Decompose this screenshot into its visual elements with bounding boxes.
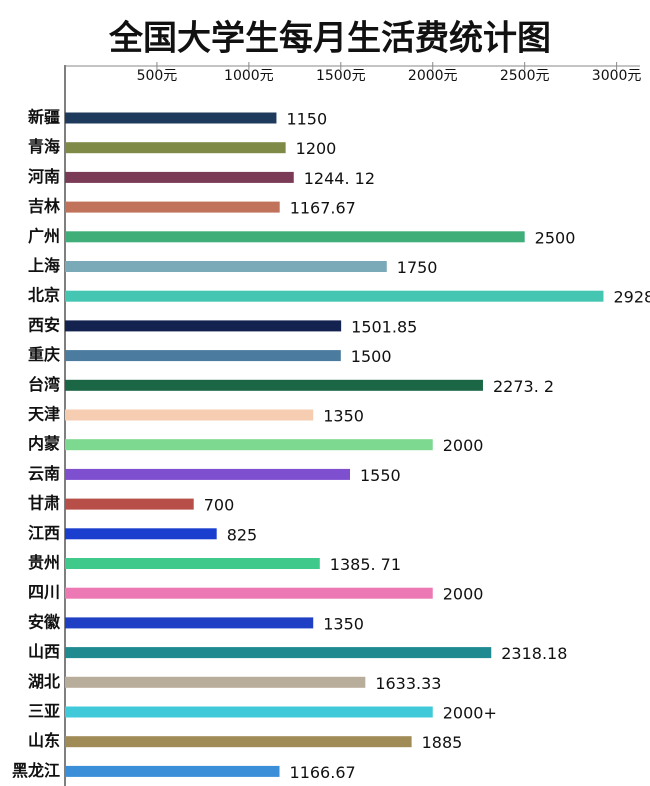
bar [65,765,280,777]
y-tick-label: 甘肃 [28,494,60,513]
value-label: 2000 [443,585,484,604]
x-tick-label: 2000元 [408,68,458,84]
bar [65,231,525,243]
bar [65,736,412,748]
y-tick-label: 湖北 [28,672,60,691]
value-label: 1150 [286,110,327,129]
y-tick-label: 北京 [28,286,60,305]
value-label: 1885 [422,733,463,752]
y-tick-label: 云南 [28,464,60,483]
y-tick-label: 河南 [28,167,60,186]
y-tick-label: 重庆 [28,345,60,364]
value-label: 1501.85 [351,317,417,336]
bar [65,350,341,362]
y-tick-label: 三亚 [28,702,60,721]
bar [65,647,492,659]
x-tick-label: 1000元 [224,68,274,84]
bar [65,558,320,569]
bar [65,706,433,718]
y-tick-label: 贵州 [28,553,60,572]
y-tick-label: 吉林 [28,197,60,216]
y-tick-label: 广州 [28,226,60,245]
bar [65,261,387,272]
x-tick-label: 3000元 [592,68,642,84]
value-label: 1385. 71 [330,555,401,574]
y-tick-label: 山西 [28,642,60,661]
value-label: 1550 [360,466,401,485]
bar [65,587,433,599]
y-tick-label: 内蒙 [28,434,60,453]
bar [65,498,194,510]
bar [65,171,294,183]
value-label: 1200 [296,139,337,158]
value-label: 1350 [323,407,364,426]
bar [65,676,366,688]
bar [65,320,342,332]
y-tick-label: 青海 [28,137,60,156]
value-label: 700 [204,496,235,515]
value-label: 1633.33 [375,674,441,693]
bar [65,142,286,154]
y-tick-label: 山东 [28,731,60,750]
value-label: 1167.67 [290,199,356,218]
value-label: 1750 [397,258,438,277]
y-tick-label: 天津 [28,405,60,424]
value-label: 2928. 5 [613,288,650,307]
x-tick-label: 500元 [137,68,178,84]
bar [65,468,350,480]
y-tick-label: 新疆 [28,108,60,127]
bar [65,528,217,540]
value-label: 2000 [443,436,484,455]
bar [65,409,314,421]
value-label: 2318.18 [501,644,567,663]
chart-title: 全国大学生每月生活费统计图 [108,19,551,59]
y-tick-label: 西安 [28,315,60,334]
y-tick-label: 台湾 [28,375,60,394]
y-tick-label: 江西 [28,523,60,542]
bar [65,201,280,213]
value-label: 1350 [323,614,364,633]
bar [65,439,433,451]
value-label: 1166.67 [290,763,356,782]
bar [65,617,314,629]
y-tick-label: 安徽 [28,612,61,631]
value-label: 2273. 2 [493,377,554,396]
y-tick-label: 黑龙江 [12,761,60,780]
x-tick-label: 1500元 [316,68,366,84]
y-tick-label: 上海 [28,256,60,275]
value-label: 1244. 12 [304,169,375,188]
value-label: 825 [227,525,258,544]
value-label: 2000+ [443,704,497,723]
value-label: 2500 [535,228,576,247]
bar [65,290,604,302]
bar [65,379,483,391]
y-tick-label: 四川 [28,583,60,602]
bar [65,112,277,124]
x-tick-label: 2500元 [500,68,550,84]
value-label: 1500 [351,347,392,366]
